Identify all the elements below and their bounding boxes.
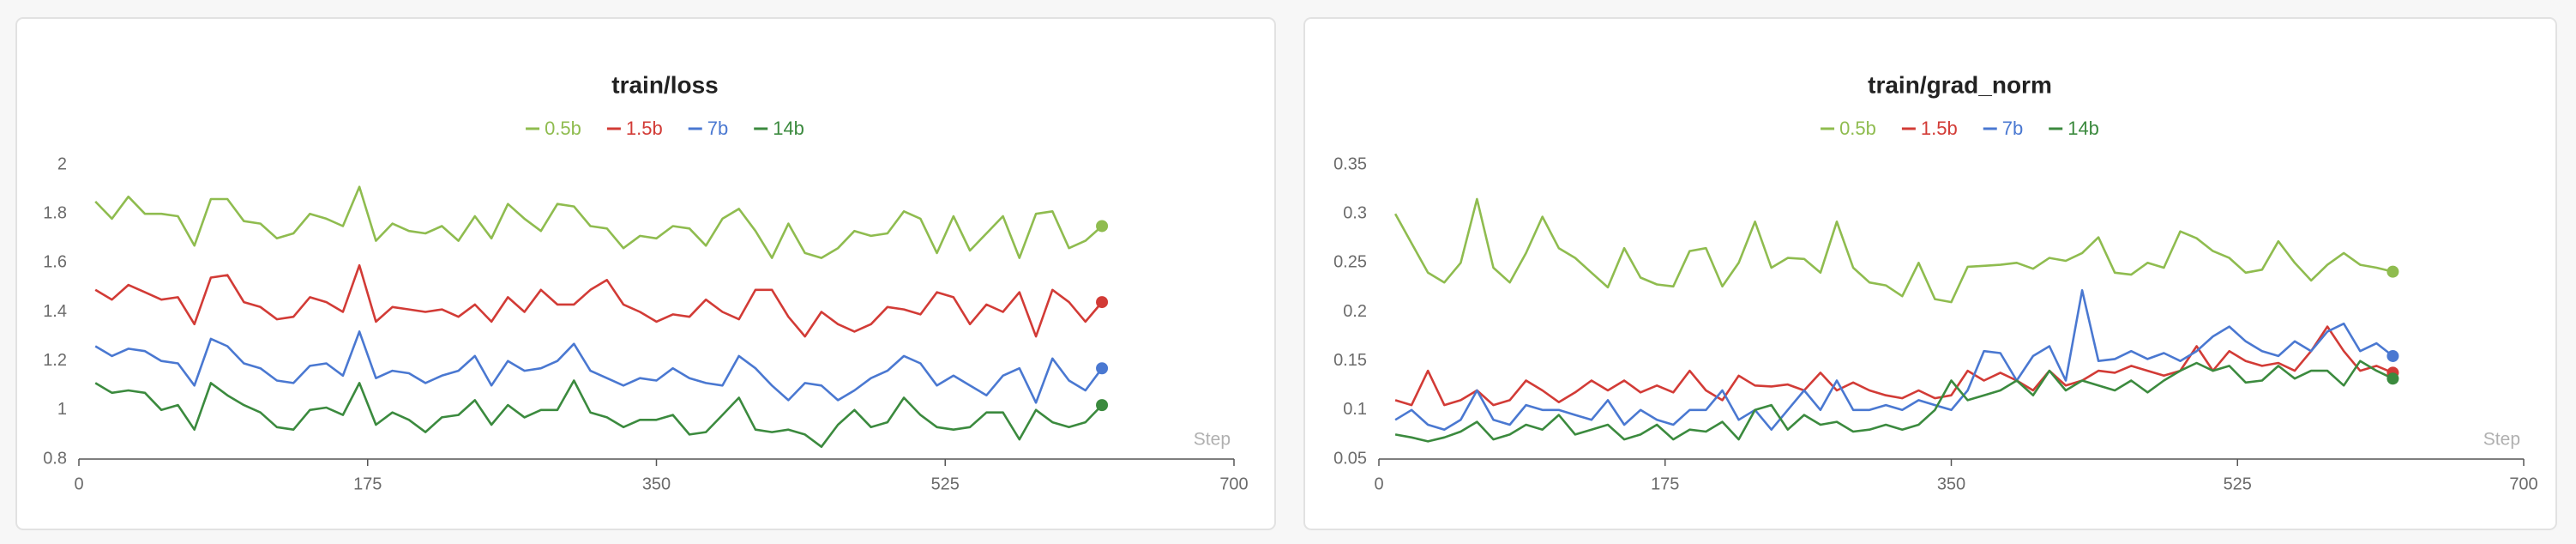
chart-panel: train/loss 0.8 1 1.2 1.4 1.6 1.8 2 0 175 350 525 700… <box>15 17 1276 530</box>
x-tick-label: 700 <box>1219 474 1248 493</box>
y-tick-label: 2 <box>57 154 67 173</box>
panel-background <box>1303 17 2557 530</box>
series-line <box>1394 360 2393 443</box>
panel-background <box>15 17 1276 530</box>
end-point <box>1096 362 1109 375</box>
y-tick-label: 1.6 <box>43 253 67 272</box>
legend: 0.5b 1.5b 7b 14b <box>1821 118 2099 139</box>
x-tick-label: 525 <box>2224 474 2252 493</box>
series-line <box>94 379 1104 448</box>
legend-label: 14b <box>773 118 804 139</box>
x-tick-label: 0 <box>74 474 83 493</box>
x-tick-label: 350 <box>1937 474 1965 493</box>
y-tick-label: 1.8 <box>43 203 67 222</box>
legend-label: 0.5b <box>545 118 581 139</box>
series-line <box>1394 325 2393 407</box>
x-tick-label: 175 <box>1651 474 1679 493</box>
end-point <box>2386 372 2399 385</box>
y-tick-label: 0.2 <box>1343 302 1367 321</box>
y-tick-label: 1.2 <box>43 351 67 370</box>
legend: 0.5b 1.5b 7b 14b <box>526 118 804 139</box>
legend-label: 14b <box>2067 118 2099 139</box>
y-tick-label: 0.8 <box>43 449 67 468</box>
chart-title: train/grad_norm <box>1868 71 2052 98</box>
chart-panel: train/grad_norm 0.05 0.1 0.15 0.2 0.25 0.3 0.35… <box>1303 17 2557 530</box>
y-tick-label: 0.35 <box>1333 154 1367 173</box>
x-axis-label: Step <box>2483 430 2520 450</box>
series-line <box>94 185 1103 259</box>
y-tick-label: 1.4 <box>43 302 67 321</box>
y-tick-label: 0.1 <box>1343 400 1367 419</box>
legend-label: 0.5b <box>1839 118 1876 139</box>
legend-label: 1.5b <box>1921 118 1958 139</box>
y-tick-label: 0.25 <box>1333 253 1367 272</box>
x-tick-label: 525 <box>931 474 960 493</box>
x-tick-label: 700 <box>2509 474 2537 493</box>
y-tick-label: 0.15 <box>1333 351 1367 370</box>
end-point <box>1096 220 1109 233</box>
y-tick-label: 0.05 <box>1333 449 1367 468</box>
series-line <box>1394 289 2394 431</box>
series-line <box>94 330 1104 404</box>
chart-title: train/loss <box>611 71 718 98</box>
end-point <box>1096 296 1109 309</box>
end-point <box>2386 349 2399 362</box>
end-point <box>2386 265 2399 278</box>
end-point <box>1096 399 1109 412</box>
series-line <box>1393 197 2393 304</box>
series-line <box>94 263 1104 338</box>
x-axis-label: Step <box>1194 430 1231 450</box>
x-tick-label: 0 <box>1374 474 1383 493</box>
y-tick-label: 1 <box>57 400 67 419</box>
legend-label: 7b <box>2002 118 2023 139</box>
y-tick-label: 0.3 <box>1343 203 1367 222</box>
legend-label: 7b <box>707 118 728 139</box>
legend-label: 1.5b <box>626 118 663 139</box>
x-tick-label: 175 <box>353 474 382 493</box>
x-tick-label: 350 <box>642 474 671 493</box>
